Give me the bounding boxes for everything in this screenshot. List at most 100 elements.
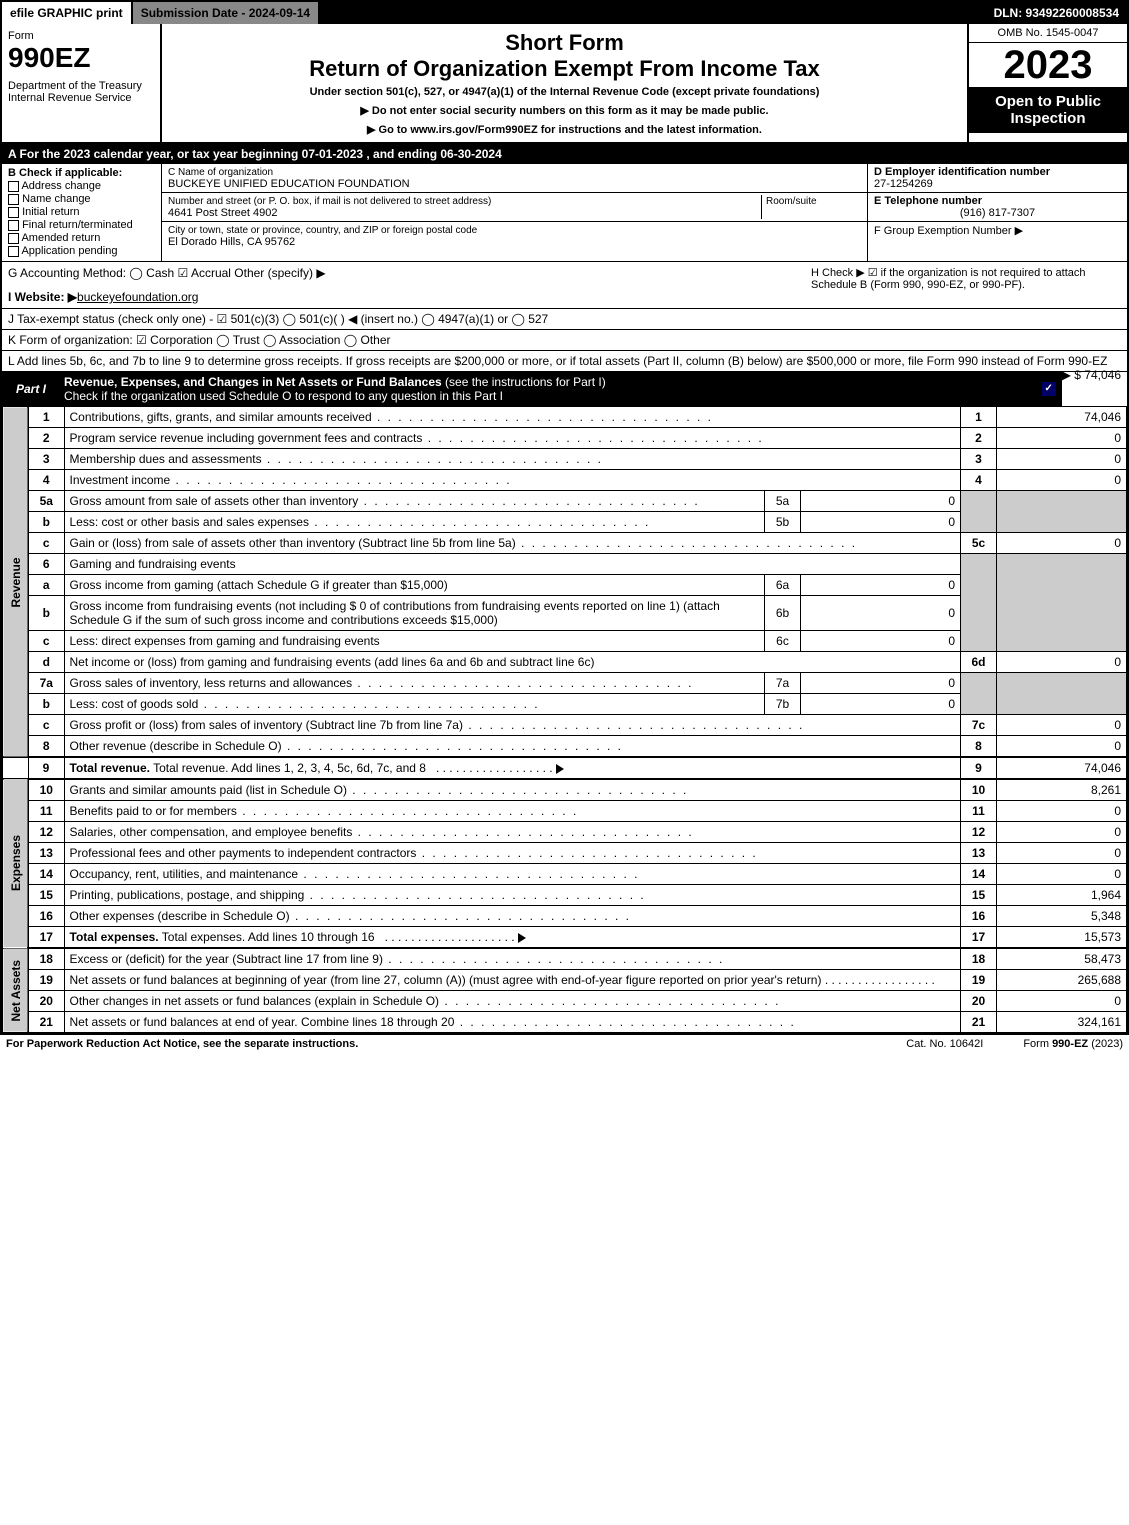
line-3-num: 3 bbox=[28, 449, 64, 470]
line-16-amt: 5,348 bbox=[997, 906, 1127, 927]
group-exemption-cell: F Group Exemption Number ▶ bbox=[868, 222, 1127, 239]
org-addr-cell: Number and street (or P. O. box, if mail… bbox=[162, 193, 867, 222]
chk-address-change[interactable]: Address change bbox=[8, 180, 155, 192]
line-18-box: 18 bbox=[961, 948, 997, 970]
line-18-num: 18 bbox=[28, 948, 64, 970]
line-16-num: 16 bbox=[28, 906, 64, 927]
header-left: Form 990EZ Department of the Treasury In… bbox=[2, 24, 162, 142]
col-b-checkboxes: B Check if applicable: Address change Na… bbox=[2, 164, 162, 261]
c-name-label: C Name of organization bbox=[168, 167, 273, 178]
line-3-box: 3 bbox=[961, 449, 997, 470]
chk-initial-return[interactable]: Initial return bbox=[8, 206, 155, 218]
website-link[interactable]: buckeyefoundation.org bbox=[77, 290, 198, 304]
line-10-num: 10 bbox=[28, 779, 64, 801]
b-label: B Check if applicable: bbox=[8, 167, 122, 179]
d-label: D Employer identification number bbox=[874, 166, 1050, 178]
line-7a-subamt: 0 bbox=[801, 673, 961, 694]
line-18-desc: Excess or (deficit) for the year (Subtra… bbox=[64, 948, 961, 970]
line-4-num: 4 bbox=[28, 470, 64, 491]
chk-application-pending[interactable]: Application pending bbox=[8, 245, 155, 257]
l-amount: ▶ $ 74,046 bbox=[1062, 368, 1121, 382]
shade-5 bbox=[961, 491, 997, 533]
line-5c-num: c bbox=[28, 533, 64, 554]
footer-mid: Cat. No. 10642I bbox=[866, 1038, 1023, 1050]
line-3-amt: 0 bbox=[997, 449, 1127, 470]
line-7b-subbox: 7b bbox=[765, 694, 801, 715]
do-not-enter: ▶ Do not enter social security numbers o… bbox=[168, 104, 961, 117]
line-15-amt: 1,964 bbox=[997, 885, 1127, 906]
line-6a-subbox: 6a bbox=[765, 575, 801, 596]
line-6d-desc: Net income or (loss) from gaming and fun… bbox=[64, 652, 961, 673]
line-6-num: 6 bbox=[28, 554, 64, 575]
line-5a-subbox: 5a bbox=[765, 491, 801, 512]
line-21-num: 21 bbox=[28, 1012, 64, 1033]
part-i-label: Part I bbox=[8, 380, 54, 398]
row-g-h: G Accounting Method: ◯ Cash ☑ Accrual Ot… bbox=[2, 262, 1127, 309]
chk-amended-return[interactable]: Amended return bbox=[8, 232, 155, 244]
k-form-of-org: K Form of organization: ☑ Corporation ◯ … bbox=[2, 330, 1127, 351]
line-1-desc: Contributions, gifts, grants, and simila… bbox=[64, 407, 961, 428]
line-5b-desc: Less: cost or other basis and sales expe… bbox=[64, 512, 765, 533]
chk-final-return[interactable]: Final return/terminated bbox=[8, 219, 155, 231]
goto-link[interactable]: ▶ Go to www.irs.gov/Form990EZ for instru… bbox=[168, 123, 961, 136]
line-14-amt: 0 bbox=[997, 864, 1127, 885]
line-18-amt: 58,473 bbox=[997, 948, 1127, 970]
line-16-desc: Other expenses (describe in Schedule O) bbox=[64, 906, 961, 927]
line-19-desc: Net assets or fund balances at beginning… bbox=[64, 970, 961, 991]
line-12-amt: 0 bbox=[997, 822, 1127, 843]
line-6a-subamt: 0 bbox=[801, 575, 961, 596]
line-7b-subamt: 0 bbox=[801, 694, 961, 715]
line-6d-box: 6d bbox=[961, 652, 997, 673]
line-6a-num: a bbox=[28, 575, 64, 596]
l-gross-receipts: L Add lines 5b, 6c, and 7b to line 9 to … bbox=[2, 351, 1127, 372]
phone-value: (916) 817-7307 bbox=[874, 207, 1121, 219]
col-c-org-info: C Name of organization BUCKEYE UNIFIED E… bbox=[162, 164, 867, 261]
top-bar: efile GRAPHIC print Submission Date - 20… bbox=[2, 2, 1127, 24]
shade-5-amt bbox=[997, 491, 1127, 533]
line-7a-desc: Gross sales of inventory, less returns a… bbox=[64, 673, 765, 694]
line-15-num: 15 bbox=[28, 885, 64, 906]
line-20-box: 20 bbox=[961, 991, 997, 1012]
line-5c-desc: Gain or (loss) from sale of assets other… bbox=[64, 533, 961, 554]
line-2-desc: Program service revenue including govern… bbox=[64, 428, 961, 449]
footer: For Paperwork Reduction Act Notice, see … bbox=[0, 1035, 1129, 1053]
line-13-box: 13 bbox=[961, 843, 997, 864]
line-20-amt: 0 bbox=[997, 991, 1127, 1012]
form-number: 990EZ bbox=[8, 42, 154, 74]
line-6b-subamt: 0 bbox=[801, 596, 961, 631]
line-1-box: 1 bbox=[961, 407, 997, 428]
col-d-e-f: D Employer identification number 27-1254… bbox=[867, 164, 1127, 261]
line-19-num: 19 bbox=[28, 970, 64, 991]
line-7c-box: 7c bbox=[961, 715, 997, 736]
line-5c-amt: 0 bbox=[997, 533, 1127, 554]
form-header: Form 990EZ Department of the Treasury In… bbox=[2, 24, 1127, 144]
line-1-amt: 74,046 bbox=[997, 407, 1127, 428]
chk-name-change[interactable]: Name change bbox=[8, 193, 155, 205]
header-mid: Short Form Return of Organization Exempt… bbox=[162, 24, 967, 142]
shade-7 bbox=[961, 673, 997, 715]
topbar-spacer bbox=[320, 2, 985, 24]
part-i-checkbox[interactable]: ✓ bbox=[1042, 382, 1056, 396]
org-name-cell: C Name of organization BUCKEYE UNIFIED E… bbox=[162, 164, 867, 193]
line-4-amt: 0 bbox=[997, 470, 1127, 491]
phone-cell: E Telephone number (916) 817-7307 bbox=[868, 193, 1127, 222]
line-20-desc: Other changes in net assets or fund bala… bbox=[64, 991, 961, 1012]
line-16-box: 16 bbox=[961, 906, 997, 927]
line-8-box: 8 bbox=[961, 736, 997, 758]
return-title: Return of Organization Exempt From Incom… bbox=[168, 56, 961, 82]
footer-left: For Paperwork Reduction Act Notice, see … bbox=[6, 1038, 866, 1050]
section-b-c-d-e-f: B Check if applicable: Address change Na… bbox=[2, 164, 1127, 262]
line-7c-amt: 0 bbox=[997, 715, 1127, 736]
efile-print-label[interactable]: efile GRAPHIC print bbox=[2, 2, 133, 24]
ein-cell: D Employer identification number 27-1254… bbox=[868, 164, 1127, 193]
omb-number: OMB No. 1545-0047 bbox=[969, 24, 1127, 43]
line-4-box: 4 bbox=[961, 470, 997, 491]
part-i-bar: Part I Revenue, Expenses, and Changes in… bbox=[2, 372, 1062, 406]
line-6a-desc: Gross income from gaming (attach Schedul… bbox=[64, 575, 765, 596]
line-5a-num: 5a bbox=[28, 491, 64, 512]
line-5b-num: b bbox=[28, 512, 64, 533]
shade-6-amt bbox=[997, 554, 1127, 652]
dln-label: DLN: 93492260008534 bbox=[986, 2, 1127, 24]
line-11-desc: Benefits paid to or for members bbox=[64, 801, 961, 822]
line-12-desc: Salaries, other compensation, and employ… bbox=[64, 822, 961, 843]
